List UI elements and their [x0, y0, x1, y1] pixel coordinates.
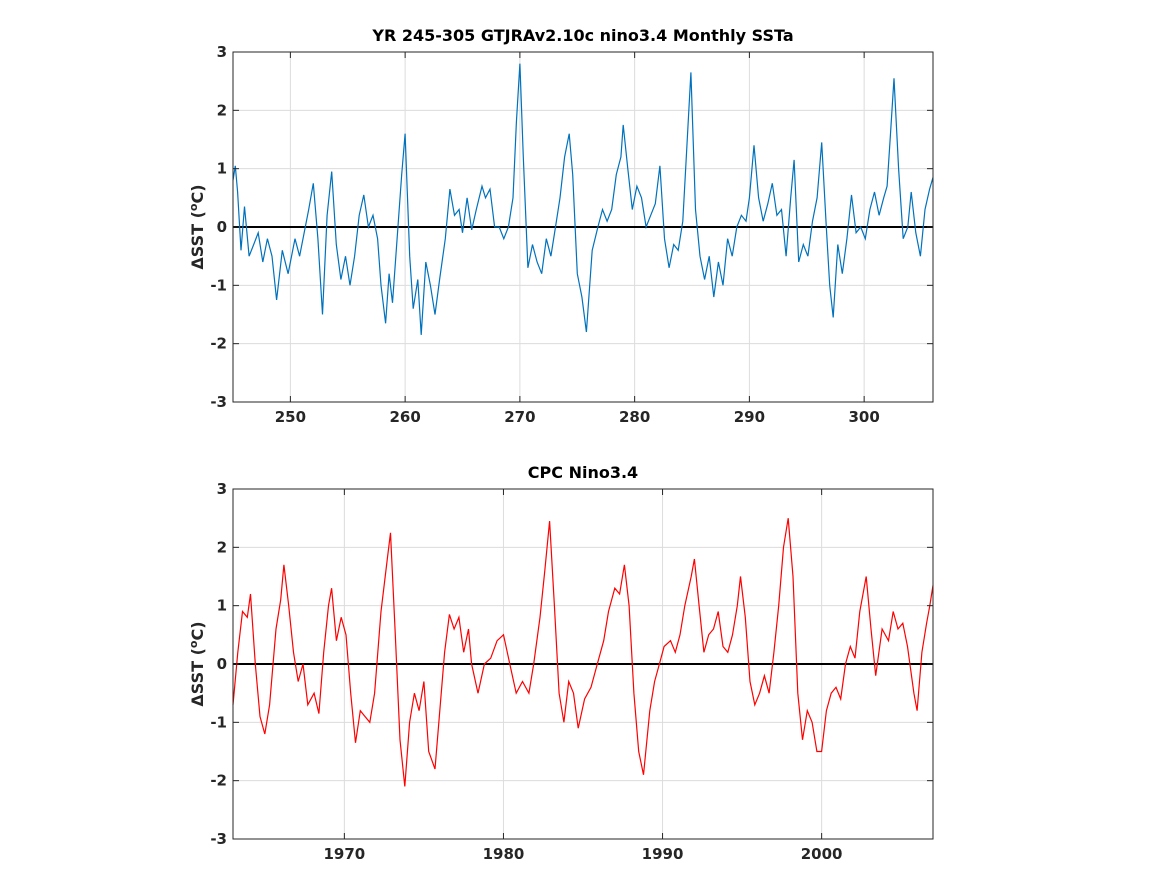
top-chart-y-tick-label: -3 [210, 393, 227, 411]
top-chart-x-ticks: 250 260 270 280 290 300 [275, 52, 880, 426]
top-chart-x-tick-label: 300 [848, 408, 879, 426]
top-chart-y-tick-label: 2 [217, 101, 227, 119]
top-chart-y-tick-label: 3 [217, 43, 227, 61]
bottom-chart-x-tick-label: 1980 [483, 845, 525, 863]
bottom-chart-y-tick-label: 1 [217, 597, 227, 615]
top-chart-x-tick-label: 250 [275, 408, 306, 426]
top-chart-title: YR 245-305 GTJRAv2.10c nino3.4 Monthly S… [371, 26, 793, 45]
bottom-chart-y-tick-label: 0 [217, 655, 227, 673]
top-chart-y-axis-label: ΔSST (oC) [187, 184, 207, 269]
bottom-chart-y-tick-label: 2 [217, 538, 227, 556]
top-chart-y-tick-label: -1 [210, 276, 227, 294]
bottom-chart-y-axis-label: ΔSST (oC) [187, 621, 207, 706]
top-chart-x-tick-label: 280 [619, 408, 650, 426]
top-chart-x-tick-label: 290 [734, 408, 765, 426]
bottom-chart-x-tick-label: 1990 [642, 845, 684, 863]
bottom-chart-y-tick-label: -1 [210, 713, 227, 731]
bottom-chart-series-line [232, 518, 934, 787]
top-chart-x-tick-label: 270 [504, 408, 535, 426]
top-chart-y-ticks: -3 -2 -1 0 1 2 3 [210, 43, 933, 411]
top-chart-x-tick-label: 260 [389, 408, 420, 426]
bottom-chart-y-ticks: -3 -2 -1 0 1 2 3 [210, 480, 933, 848]
bottom-chart-x-tick-label: 2000 [801, 845, 843, 863]
top-chart-y-tick-label: 1 [217, 160, 227, 178]
bottom-chart-y-tick-label: -2 [210, 772, 227, 790]
bottom-chart-y-tick-label: -3 [210, 830, 227, 848]
bottom-chart-x-tick-label: 1970 [323, 845, 365, 863]
bottom-chart-x-ticks: 1970 1980 1990 2000 [323, 489, 843, 863]
bottom-chart-y-tick-label: 3 [217, 480, 227, 498]
top-chart-y-tick-label: -2 [210, 335, 227, 353]
top-chart-series-line [232, 63, 934, 335]
bottom-chart-title: CPC Nino3.4 [528, 463, 638, 482]
top-chart-panel: 250 260 270 280 290 300 -3 -2 -1 0 1 2 3 YR 245-305… [187, 26, 934, 426]
top-chart-y-tick-label: 0 [217, 218, 227, 236]
